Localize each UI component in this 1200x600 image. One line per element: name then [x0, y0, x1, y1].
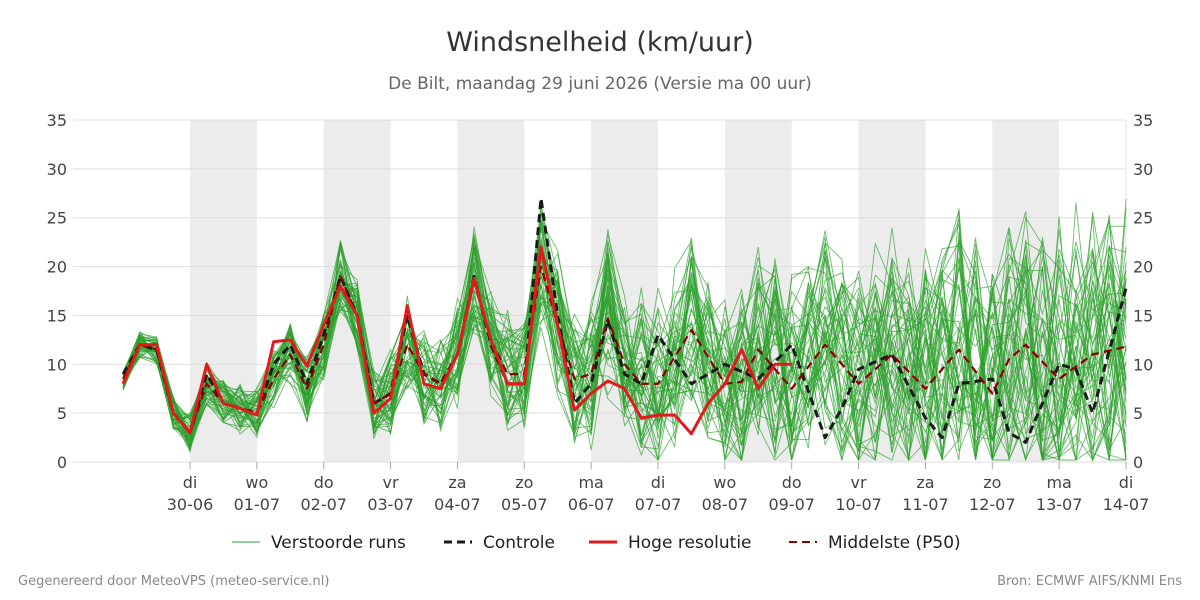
y-tick-label-right: 5 [1133, 404, 1143, 423]
y-tick-label-left: 25 [47, 209, 67, 228]
y-tick-label-right: 0 [1133, 453, 1143, 472]
y-tick-label-left: 10 [47, 355, 67, 374]
y-tick-label-left: 5 [57, 404, 67, 423]
ensemble-run-41 [122, 254, 1127, 461]
ensemble-run-22 [122, 250, 1127, 461]
x-tick-date-label: 11-07 [902, 495, 949, 514]
y-tick-label-left: 20 [47, 258, 67, 277]
main-series [121, 196, 1128, 444]
x-tick-date-label: 06-07 [568, 495, 615, 514]
x-tick-day-label: vr [383, 473, 399, 492]
x-tick-day-label: di [183, 473, 198, 492]
legend-item-controle[interactable]: Controle [444, 533, 555, 553]
y-tick-label-left: 35 [47, 111, 67, 130]
x-tick-day-label: za [916, 473, 934, 492]
y-tick-label-left: 15 [47, 306, 67, 325]
x-tick-day-label: do [782, 473, 802, 492]
x-tick-day-label: ma [1046, 473, 1071, 492]
legend-label-ensemble: Verstoorde runs [271, 533, 406, 553]
x-tick-date-label: 01-07 [234, 495, 281, 514]
legend-label-p50: Middelste (P50) [828, 533, 961, 553]
x-tick-day-label: vr [851, 473, 867, 492]
y-tick-label-right: 15 [1133, 306, 1153, 325]
y-tick-label-right: 10 [1133, 355, 1153, 374]
y-tick-label-right: 20 [1133, 258, 1153, 277]
ensemble-run-49 [122, 237, 1127, 462]
ensemble-run-35 [122, 250, 1127, 459]
x-tick-date-label: 12-07 [969, 495, 1016, 514]
x-tick-date-label: 02-07 [300, 495, 347, 514]
x-tick-day-label: do [314, 473, 334, 492]
legend-label-controle: Controle [483, 533, 555, 553]
legend-label-hoge-resolutie: Hoge resolutie [628, 533, 752, 553]
ensemble-run-47 [122, 208, 1127, 461]
ensemble-run-28 [122, 219, 1127, 461]
x-tick-date-label: 09-07 [768, 495, 815, 514]
y-axis-right-ticks: 0 5 10 15 20 25 30 35 [1133, 111, 1153, 472]
x-tick-date-label: 14-07 [1103, 495, 1150, 514]
ensemble-run-45 [122, 211, 1127, 461]
y-tick-label-left: 0 [57, 453, 67, 472]
x-tick-date-label: 04-07 [434, 495, 481, 514]
ensemble-run-40 [122, 226, 1127, 462]
legend-item-hoge-resolutie[interactable]: Hoge resolutie [589, 533, 752, 553]
x-tick-day-label: za [448, 473, 466, 492]
footer-generated-by: Gegenereerd door MeteoVPS (meteo-service… [18, 574, 329, 589]
x-tick-date-label: 03-07 [367, 495, 414, 514]
x-axis-ticks: di 30-06 wo 01-07 do 02-07 vr 03-07 za 04-07 zo 05-… [167, 462, 1150, 514]
x-tick-day-label: zo [515, 473, 533, 492]
y-axis-left-ticks: 0 5 10 15 20 25 30 35 [47, 111, 67, 472]
x-tick-date-label: 10-07 [835, 495, 882, 514]
chart-title: Windsnelheid (km/uur) [446, 27, 754, 58]
ensemble-run-31 [122, 228, 1127, 461]
x-tick-date-label: 13-07 [1036, 495, 1083, 514]
x-tick-date-label: 05-07 [501, 495, 548, 514]
y-tick-label-right: 35 [1133, 111, 1153, 130]
x-tick-day-label: zo [983, 473, 1001, 492]
legend-item-p50[interactable]: Middelste (P50) [789, 533, 961, 553]
legend-item-ensemble[interactable]: Verstoorde runs [232, 533, 406, 553]
x-tick-day-label: di [651, 473, 666, 492]
footer-source: Bron: ECMWF AIFS/KNMI Ens [997, 574, 1182, 589]
ensemble-run-38 [122, 211, 1127, 453]
x-tick-day-label: di [1119, 473, 1134, 492]
x-tick-day-label: ma [578, 473, 603, 492]
series-line-hoge_resolutie [121, 245, 792, 436]
x-tick-date-label: 08-07 [702, 495, 749, 514]
x-tick-day-label: wo [713, 473, 736, 492]
chart-subtitle: De Bilt, maandag 29 juni 2026 (Versie ma… [388, 74, 812, 94]
x-tick-day-label: wo [245, 473, 268, 492]
legend: Verstoorde runs Controle Hoge resolutie … [232, 533, 961, 553]
x-tick-date-label: 30-06 [167, 495, 214, 514]
y-tick-label-right: 30 [1133, 160, 1153, 179]
y-tick-label-left: 30 [47, 160, 67, 179]
y-tick-label-right: 25 [1133, 209, 1153, 228]
ensemble-run-46 [122, 216, 1127, 461]
x-tick-date-label: 07-07 [635, 495, 682, 514]
